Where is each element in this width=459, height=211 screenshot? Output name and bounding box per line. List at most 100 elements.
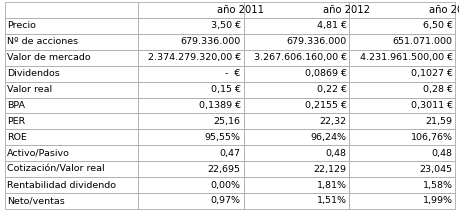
Bar [137, 34, 243, 50]
Text: año 2011: año 2011 [217, 5, 263, 15]
Text: PER: PER [7, 117, 26, 126]
Bar [5, 161, 137, 177]
Text: 0,22 €: 0,22 € [316, 85, 346, 94]
Bar [137, 82, 243, 97]
Text: 22,32: 22,32 [319, 117, 346, 126]
Text: 22,129: 22,129 [313, 165, 346, 174]
Bar [349, 66, 454, 82]
Bar [5, 114, 137, 129]
Text: Valor real: Valor real [7, 85, 52, 94]
Bar [349, 114, 454, 129]
Text: 679.336.000: 679.336.000 [180, 37, 240, 46]
Bar [243, 50, 349, 66]
Text: 23,045: 23,045 [419, 165, 452, 174]
Bar [137, 129, 243, 145]
Bar [349, 177, 454, 193]
Bar [349, 82, 454, 97]
Text: 0,47: 0,47 [219, 149, 240, 158]
Bar [349, 161, 454, 177]
Bar [5, 97, 137, 114]
Bar [349, 34, 454, 50]
Text: 6,50 €: 6,50 € [422, 22, 452, 30]
Bar [349, 97, 454, 114]
Bar [243, 193, 349, 209]
Text: 0,2155 €: 0,2155 € [304, 101, 346, 110]
Bar [349, 145, 454, 161]
Bar [5, 2, 137, 18]
Bar [243, 34, 349, 50]
Bar [5, 50, 137, 66]
Bar [137, 177, 243, 193]
Text: 1,51%: 1,51% [316, 196, 346, 206]
Text: año 2012: año 2012 [323, 5, 369, 15]
Text: 0,28 €: 0,28 € [422, 85, 452, 94]
Bar [137, 114, 243, 129]
Bar [243, 177, 349, 193]
Text: Cotización/Valor real: Cotización/Valor real [7, 165, 105, 174]
Bar [243, 145, 349, 161]
Text: 0,3011 €: 0,3011 € [409, 101, 452, 110]
Bar [5, 66, 137, 82]
Text: ROE: ROE [7, 133, 27, 142]
Bar [243, 114, 349, 129]
Text: 651.071.000: 651.071.000 [392, 37, 452, 46]
Bar [137, 161, 243, 177]
Bar [349, 193, 454, 209]
Bar [5, 18, 137, 34]
Text: 1,58%: 1,58% [422, 181, 452, 189]
Text: 0,0869 €: 0,0869 € [304, 69, 346, 78]
Bar [5, 193, 137, 209]
Text: 0,15 €: 0,15 € [210, 85, 240, 94]
Text: 21,59: 21,59 [425, 117, 452, 126]
Text: 96,24%: 96,24% [310, 133, 346, 142]
Text: 95,55%: 95,55% [204, 133, 240, 142]
Bar [243, 18, 349, 34]
Bar [243, 161, 349, 177]
Text: Activo/Pasivo: Activo/Pasivo [7, 149, 70, 158]
Bar [243, 82, 349, 97]
Bar [5, 129, 137, 145]
Text: 4,81 €: 4,81 € [316, 22, 346, 30]
Text: 0,1389 €: 0,1389 € [198, 101, 240, 110]
Text: 106,76%: 106,76% [410, 133, 452, 142]
Text: BPA: BPA [7, 101, 25, 110]
Bar [243, 97, 349, 114]
Text: -  €: - € [225, 69, 240, 78]
Bar [5, 82, 137, 97]
Text: 2.374.279.320,00 €: 2.374.279.320,00 € [147, 53, 240, 62]
Bar [349, 50, 454, 66]
Bar [5, 177, 137, 193]
Bar [137, 18, 243, 34]
Text: 0,97%: 0,97% [210, 196, 240, 206]
Bar [137, 145, 243, 161]
Text: 1,81%: 1,81% [316, 181, 346, 189]
Bar [137, 2, 243, 18]
Text: 4.231.961.500,00 €: 4.231.961.500,00 € [359, 53, 452, 62]
Text: 679.336.000: 679.336.000 [286, 37, 346, 46]
Bar [137, 193, 243, 209]
Bar [5, 34, 137, 50]
Text: 0,48: 0,48 [431, 149, 452, 158]
Text: 1,99%: 1,99% [422, 196, 452, 206]
Text: 25,16: 25,16 [213, 117, 240, 126]
Bar [349, 18, 454, 34]
Text: 0,1027 €: 0,1027 € [410, 69, 452, 78]
Text: 3,50 €: 3,50 € [210, 22, 240, 30]
Text: 0,00%: 0,00% [210, 181, 240, 189]
Bar [5, 145, 137, 161]
Text: 22,695: 22,695 [207, 165, 240, 174]
Text: 3.267.606.160,00 €: 3.267.606.160,00 € [253, 53, 346, 62]
Text: Nº de acciones: Nº de acciones [7, 37, 78, 46]
Text: Precio: Precio [7, 22, 36, 30]
Text: Dividendos: Dividendos [7, 69, 60, 78]
Bar [349, 129, 454, 145]
Bar [243, 66, 349, 82]
Text: Rentabilidad dividendo: Rentabilidad dividendo [7, 181, 116, 189]
Text: año 2013: año 2013 [428, 5, 459, 15]
Text: 0,48: 0,48 [325, 149, 346, 158]
Bar [243, 2, 349, 18]
Bar [137, 50, 243, 66]
Bar [137, 97, 243, 114]
Bar [137, 66, 243, 82]
Text: Neto/ventas: Neto/ventas [7, 196, 65, 206]
